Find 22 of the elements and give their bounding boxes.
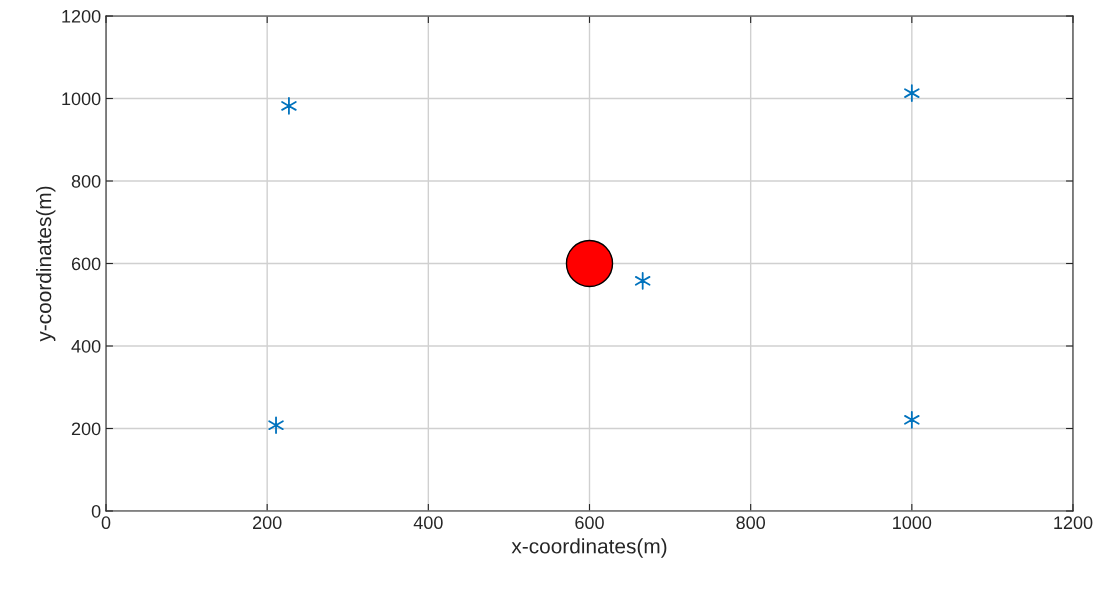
x-tick-label: 600 [575,516,604,530]
y-tick-label: 600 [71,257,101,271]
x-tick-label: 1000 [893,516,932,530]
point [268,416,284,435]
y-tick-label: 400 [71,339,101,353]
x-tick-label: 200 [253,516,282,530]
point [634,272,651,290]
point [904,411,920,429]
y-tick-label: 0 [91,504,101,518]
x-tick-label: 400 [413,516,443,530]
y-axis-title: y-coordinates(m) [36,186,56,342]
y-tick-label: 1200 [62,9,101,23]
y-tick-label: 1000 [62,92,101,106]
y-tick-label: 200 [71,422,101,436]
point [281,97,297,115]
x-axis-title: x-coordinates(m) [511,538,667,558]
point [565,239,614,288]
x-tick-label: 800 [736,516,766,530]
x-tick-label: 0 [101,516,111,530]
point [904,84,920,102]
x-tick-label: 1200 [1054,516,1093,530]
y-tick-label: 800 [71,174,101,188]
